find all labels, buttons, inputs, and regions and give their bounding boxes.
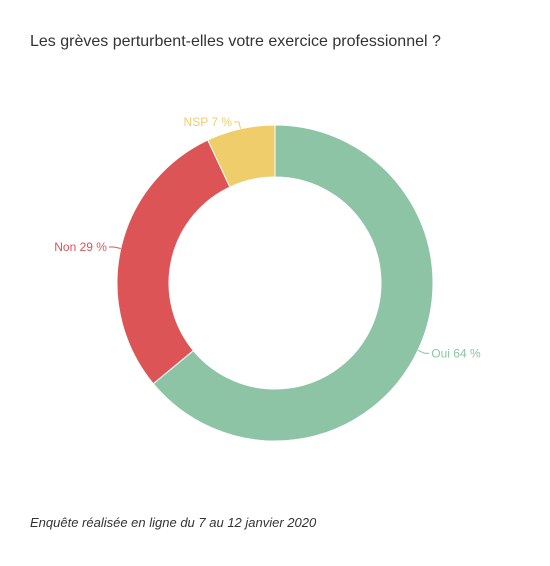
connector-nsp [234,121,242,129]
slice-oui [152,124,434,442]
connector-non [108,246,121,250]
label-nsp: NSP 7 % [184,115,233,129]
labels-layer: Oui 64 % Non 29 % NSP 7 % [54,115,481,360]
label-oui: Oui 64 % [431,346,481,360]
slice-non [116,139,231,385]
slices-layer [116,124,434,442]
slice-nsp [207,124,276,188]
connector-oui [417,349,430,354]
chart-footnote: Enquête réalisée en ligne du 7 au 12 jan… [30,515,317,530]
label-non: Non 29 % [54,240,107,254]
chart-title: Les grèves perturbent-elles votre exerci… [30,33,441,50]
